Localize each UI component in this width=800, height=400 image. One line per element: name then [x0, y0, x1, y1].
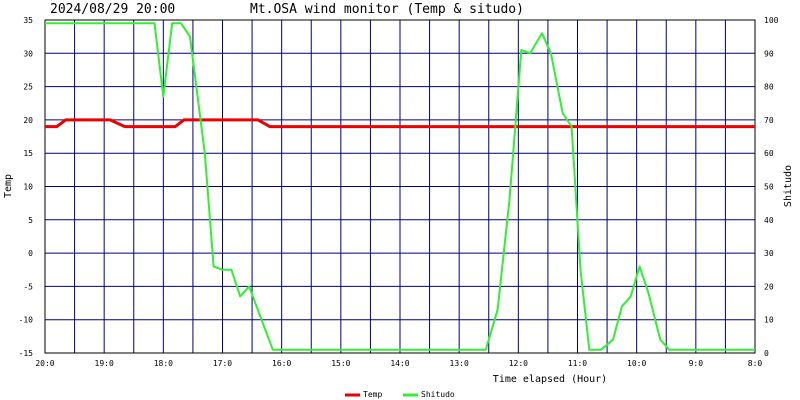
- y-right-tick-label: 50: [764, 183, 774, 192]
- grid-lines: [45, 20, 755, 353]
- y-right-tick-label: 80: [764, 83, 774, 92]
- x-tick-label: 13:0: [450, 359, 469, 368]
- series-line-shitudo: [45, 22, 755, 351]
- y-left-tick-label: -15: [19, 349, 34, 358]
- y-left-tick-label: -5: [23, 282, 33, 291]
- x-tick-label: 14:0: [390, 359, 409, 368]
- y-left-tick-label: 5: [28, 216, 33, 225]
- y-left-tick-label: 10: [23, 183, 33, 192]
- x-tick-label: 10:0: [627, 359, 646, 368]
- x-tick-labels: 20:0 19:0 18:0 17:0 16:0 15:0 14:0 13:0 12:0 11:0…: [35, 359, 762, 368]
- y-left-tick-label: 0: [28, 249, 33, 258]
- y-right-tick-label: 10: [764, 316, 774, 325]
- x-tick-label: 9:0: [689, 359, 704, 368]
- y-right-tick-label: 90: [764, 49, 774, 58]
- legend-label: Temp: [363, 390, 382, 399]
- y-left-axis-label: Temp: [3, 174, 14, 198]
- x-tick-label: 17:0: [213, 359, 232, 368]
- x-tick-label: 20:0: [35, 359, 54, 368]
- y-right-tick-label: 30: [764, 249, 774, 258]
- timestamp-label: 2024/08/29 20:00: [50, 2, 175, 17]
- series-line-temp: [45, 118, 755, 129]
- x-tick-label: 19:0: [95, 359, 114, 368]
- x-axis-label: Time elapsed (Hour): [493, 374, 607, 385]
- y-left-tick-label: -10: [19, 316, 34, 325]
- x-tick-label: 15:0: [331, 359, 350, 368]
- y-right-tick-label: 0: [764, 349, 769, 358]
- y-right-axis-label: Shitudo: [783, 165, 794, 207]
- y-right-tick-label: 20: [764, 282, 774, 291]
- series-lines: [45, 22, 755, 351]
- plot-area-frame: [44, 19, 756, 354]
- y-left-tick-label: 30: [23, 49, 33, 58]
- y-left-tick-label: 25: [23, 83, 33, 92]
- y-left-tick-label: 20: [23, 116, 33, 125]
- chart-title: Mt.OSA wind monitor (Temp & situdo): [250, 2, 524, 17]
- y-right-tick-label: 100: [764, 16, 779, 25]
- y-left-tick-label: 35: [23, 16, 33, 25]
- y-right-tick-label: 60: [764, 149, 774, 158]
- legend: Temp Shitudo: [345, 390, 455, 399]
- y-left-tick-labels: 35 30 25 20 15 10 5 0 -5 -10 -15: [19, 16, 34, 358]
- x-tick-label: 8:0: [748, 359, 763, 368]
- y-left-tick-label: 15: [23, 149, 33, 158]
- x-tick-label: 16:0: [272, 359, 291, 368]
- y-right-tick-label: 40: [764, 216, 774, 225]
- legend-label: Shitudo: [421, 390, 455, 399]
- x-tick-label: 12:0: [509, 359, 528, 368]
- x-tick-label: 18:0: [154, 359, 173, 368]
- y-right-tick-label: 70: [764, 116, 774, 125]
- x-tick-label: 11:0: [568, 359, 587, 368]
